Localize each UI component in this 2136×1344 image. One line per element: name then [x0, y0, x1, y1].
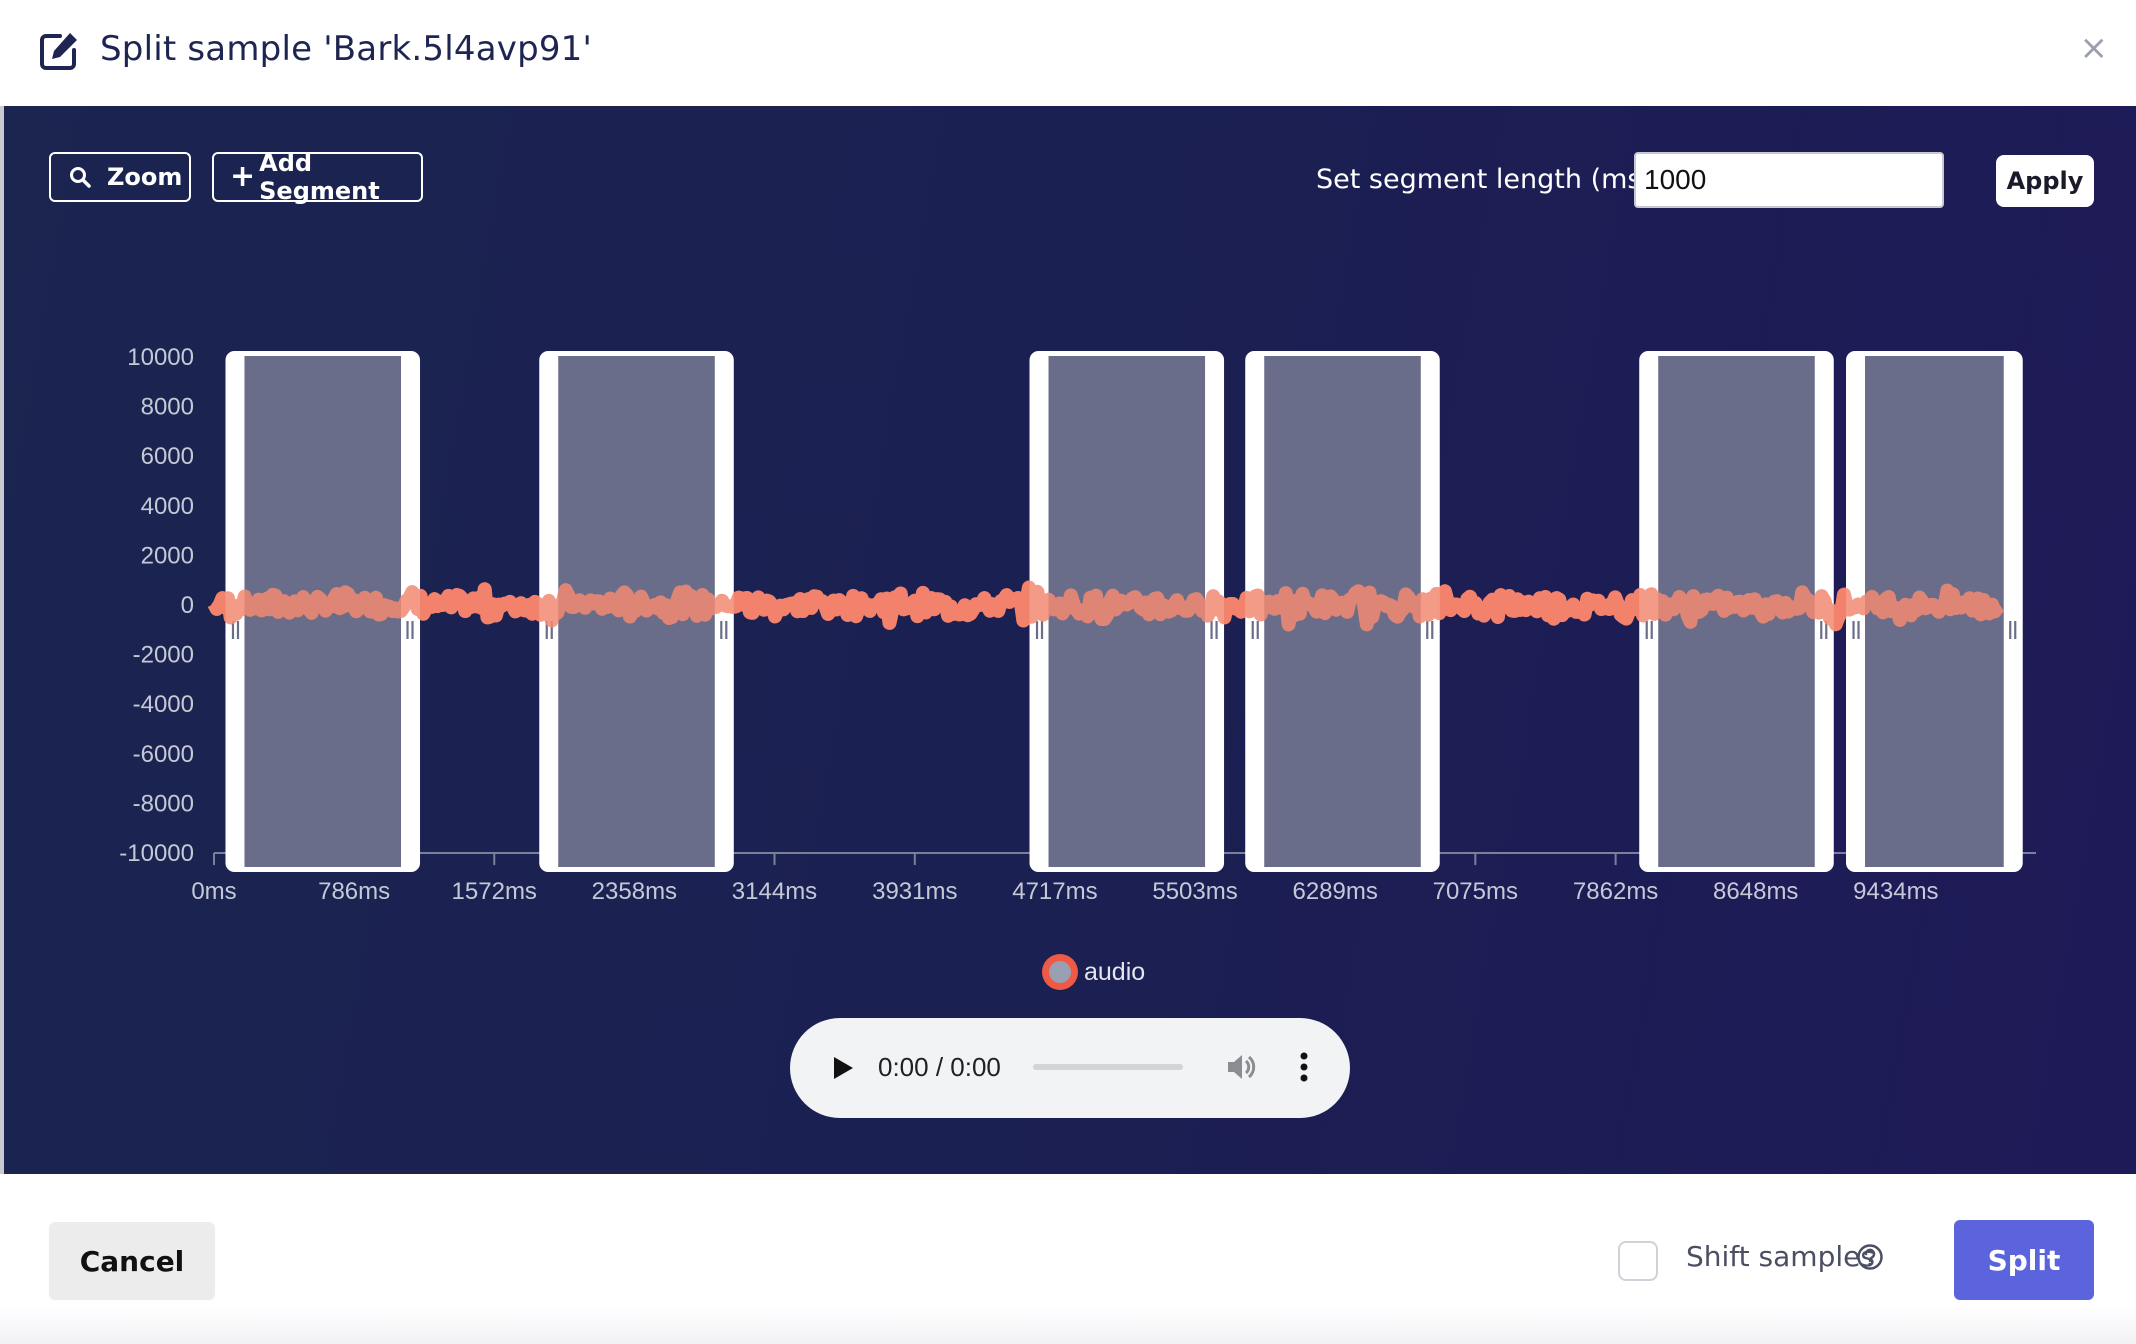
x-tick-label: 9434ms — [1853, 878, 1938, 905]
x-tick-label: 4717ms — [1012, 878, 1097, 905]
apply-button[interactable]: Apply — [1996, 155, 2094, 207]
zoom-button[interactable]: Zoom — [49, 152, 191, 202]
backdrop-edge — [0, 0, 4, 1344]
segment-drag-handle[interactable] — [1251, 621, 1259, 639]
x-tick-label: 3931ms — [872, 878, 957, 905]
y-tick-label: 8000 — [141, 394, 194, 421]
segment-drag-handle[interactable] — [2009, 621, 2017, 639]
add-segment-button[interactable]: + Add Segment — [212, 149, 423, 205]
shift-samples-checkbox[interactable] — [1618, 1241, 1658, 1281]
segment-drag-handle[interactable] — [1645, 621, 1653, 639]
y-tick-label: 0 — [181, 592, 194, 619]
y-tick-label: -8000 — [133, 790, 194, 817]
help-icon[interactable] — [1856, 1243, 1884, 1271]
x-tick-label: 5503ms — [1152, 878, 1237, 905]
y-tick-label: 2000 — [141, 542, 194, 569]
x-tick-label: 3144ms — [732, 878, 817, 905]
zoom-label: Zoom — [107, 163, 183, 191]
y-tick-label: -4000 — [133, 691, 194, 718]
y-tick-label: 4000 — [141, 493, 194, 520]
cancel-button[interactable]: Cancel — [49, 1222, 215, 1300]
close-icon[interactable]: × — [2079, 28, 2109, 68]
waveform-chart: 10000 8000 6000 4000 2000 0 -2000 -4000 -6000 -80… — [119, 344, 2036, 990]
footer-shade — [0, 1306, 2136, 1344]
legend-label: audio — [1084, 958, 1145, 986]
search-icon — [70, 167, 91, 188]
x-tick-label: 0ms — [191, 878, 236, 905]
dialog-header: Split sample 'Bark.5l4avp91' × — [0, 0, 2136, 106]
plus-icon: + — [230, 159, 256, 194]
x-tick-label: 2358ms — [592, 878, 677, 905]
x-tick-label: 7075ms — [1433, 878, 1518, 905]
y-tick-label: 10000 — [127, 344, 194, 371]
dialog-title: Split sample 'Bark.5l4avp91' — [100, 29, 593, 69]
volume-icon[interactable] — [1225, 1051, 1257, 1083]
audio-time: 0:00 / 0:00 — [878, 1052, 1001, 1082]
shift-samples-label: Shift samples — [1686, 1240, 1875, 1273]
split-button[interactable]: Split — [1954, 1220, 2094, 1300]
segment-drag-handle[interactable] — [406, 621, 414, 639]
legend-marker-center — [1049, 961, 1071, 983]
segment-length-input[interactable] — [1634, 152, 1944, 208]
segment-drag-handle[interactable] — [1210, 621, 1218, 639]
x-tick-label: 6289ms — [1292, 878, 1377, 905]
audio-player: 0:00 / 0:00 — [790, 1018, 1350, 1118]
waveform-panel: Zoom + Add Segment Set segment length (m… — [4, 106, 2136, 1174]
waveform-line-overlay — [207, 580, 2005, 632]
segment-drag-handle[interactable] — [1852, 621, 1860, 639]
segment-length-label: Set segment length (ms.): — [1316, 164, 1670, 195]
y-tick-label: 6000 — [141, 443, 194, 470]
audio-progress-bar[interactable] — [1033, 1064, 1183, 1070]
segment-drag-handle[interactable] — [720, 621, 728, 639]
segment-drag-handle[interactable] — [1035, 621, 1044, 639]
edit-icon — [40, 33, 77, 70]
x-tick-label: 786ms — [318, 878, 390, 905]
y-tick-label: -2000 — [133, 642, 194, 669]
y-tick-label: -10000 — [119, 840, 194, 867]
add-segment-label: Add Segment — [259, 149, 380, 205]
x-tick-label: 7862ms — [1573, 878, 1658, 905]
y-tick-label: -6000 — [133, 741, 194, 768]
segment-drag-handle[interactable] — [1426, 621, 1434, 639]
x-tick-label: 8648ms — [1713, 878, 1798, 905]
x-tick-label: 1572ms — [452, 878, 537, 905]
more-options-icon[interactable] — [1298, 1051, 1310, 1083]
play-icon[interactable] — [832, 1056, 854, 1080]
